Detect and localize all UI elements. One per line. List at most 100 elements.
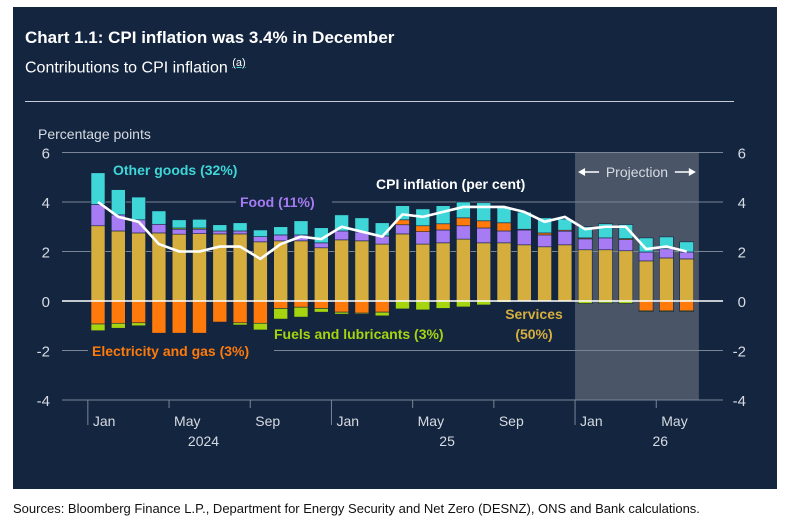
bar-segment-services — [131, 232, 146, 302]
bar-segment-services — [192, 233, 207, 302]
bar-segment-food — [415, 231, 431, 245]
bar-segment-food — [151, 223, 167, 234]
y-tick-label-left: -2 — [37, 344, 50, 361]
bar-segment-electricity-gas — [456, 217, 471, 227]
bar-segment-fuels — [232, 322, 248, 326]
bar-segment-electricity-gas — [435, 223, 451, 231]
bar-segment-services — [90, 225, 106, 302]
bar-segment-services — [415, 243, 431, 302]
bar-segment-services — [435, 242, 451, 302]
bar-segment-other-goods — [90, 172, 106, 205]
bar-segment-services — [111, 230, 126, 302]
bar-segment-services — [354, 240, 370, 302]
bar-segment-services — [598, 249, 613, 302]
bar-segment-electricity-gas — [415, 225, 431, 232]
title-divider — [25, 101, 734, 102]
year-label: 26 — [652, 433, 668, 449]
y-axis-label: Percentage points — [38, 126, 151, 142]
bar-segment-other-goods — [679, 241, 695, 253]
bar-segment-other-goods — [151, 210, 167, 225]
bar-segment-food — [334, 230, 349, 241]
bar-segment-fuels — [638, 310, 654, 312]
bar-segment-services — [273, 240, 289, 302]
bar-segment-food — [171, 228, 187, 235]
x-tick-label: Jan — [580, 413, 603, 429]
bar-segment-other-goods — [557, 218, 573, 231]
bar-segment-electricity-gas — [374, 300, 390, 313]
cpi-inflation-line — [97, 200, 688, 261]
bar-segment-food — [273, 234, 289, 242]
bar-segment-fuels — [354, 312, 370, 315]
bar-segment-fuels — [90, 323, 106, 331]
bar-segment-electricity-gas — [131, 300, 146, 324]
bar-segment-other-goods — [476, 202, 492, 222]
bar-segment-fuels — [456, 300, 471, 308]
annotation-fuels: Fuels and lubricants (3%) — [274, 326, 444, 342]
x-tick-label: Sep — [499, 413, 524, 429]
bar-segment-food — [212, 230, 228, 235]
year-label: 25 — [439, 433, 455, 449]
bar-segment-other-goods — [395, 205, 410, 221]
bar-segment-food — [435, 229, 451, 244]
x-tick-label: Sep — [255, 413, 280, 429]
bar-segment-services — [334, 239, 349, 302]
footnote-link[interactable]: (a) — [232, 57, 246, 69]
x-tick-label: May — [661, 413, 687, 429]
bar-segment-food — [476, 227, 492, 244]
bar-segment-food — [679, 251, 695, 260]
bar-segment-services — [618, 250, 634, 302]
bar-segment-food — [577, 238, 593, 251]
annotation-background — [88, 342, 274, 360]
bar-segment-electricity-gas — [334, 300, 349, 313]
bar-segment-electricity-gas — [90, 300, 106, 325]
bar-segment-food — [598, 237, 613, 251]
bar-segment-food — [496, 230, 512, 244]
y-tick-label-right: 6 — [738, 146, 746, 163]
projection-arrowhead-right — [688, 168, 696, 176]
bar-segment-fuels — [395, 300, 410, 310]
bar-segment-other-goods — [212, 224, 228, 232]
bar-segment-electricity-gas — [679, 300, 695, 312]
bar-segment-services — [253, 241, 268, 302]
bar-segment-food — [253, 236, 268, 243]
y-tick-label-right: 2 — [738, 245, 746, 262]
bar-segment-fuels — [131, 322, 146, 327]
bar-segment-other-goods — [171, 219, 187, 229]
bar-segment-food — [516, 229, 532, 246]
bar-segment-services — [171, 233, 187, 302]
bar-segment-fuels — [313, 308, 329, 313]
annotation-food: Food (11%) — [240, 194, 315, 210]
annotation-services: (50%) — [515, 326, 552, 342]
annotation-background — [236, 193, 332, 211]
bar-segment-other-goods — [577, 226, 593, 239]
y-tick-label-left: 0 — [42, 294, 50, 311]
year-label: 2024 — [188, 433, 219, 449]
x-tick-label: Jan — [336, 413, 359, 429]
y-tick-label-left: 4 — [42, 195, 50, 212]
bar-segment-other-goods — [111, 189, 126, 216]
bar-segment-services — [293, 240, 309, 302]
bar-segment-services — [638, 260, 654, 302]
bar-segment-services — [659, 257, 674, 302]
projection-arrowhead-left — [578, 168, 586, 176]
bar-segment-electricity-gas — [659, 300, 674, 312]
x-tick-label: May — [418, 413, 444, 429]
bar-segment-food — [90, 204, 106, 227]
bar-segment-fuels — [415, 300, 431, 311]
bar-segment-services — [496, 242, 512, 302]
y-tick-label-right: -4 — [733, 393, 746, 410]
bar-segment-electricity-gas — [313, 300, 329, 309]
bar-segment-electricity-gas — [212, 300, 228, 323]
bar-segment-other-goods — [273, 226, 289, 236]
bar-segment-electricity-gas — [253, 300, 268, 324]
bar-segment-food — [395, 224, 410, 235]
bar-segment-electricity-gas — [638, 300, 654, 312]
bar-segment-fuels — [435, 300, 451, 309]
bar-segment-electricity-gas — [293, 300, 309, 308]
bar-segment-other-goods — [192, 219, 207, 229]
projection-shade — [575, 152, 699, 400]
bar-segment-food — [537, 234, 552, 248]
bar-segment-food — [659, 248, 674, 259]
bar-segment-electricity-gas — [192, 300, 207, 334]
bar-segment-other-goods — [253, 229, 268, 237]
